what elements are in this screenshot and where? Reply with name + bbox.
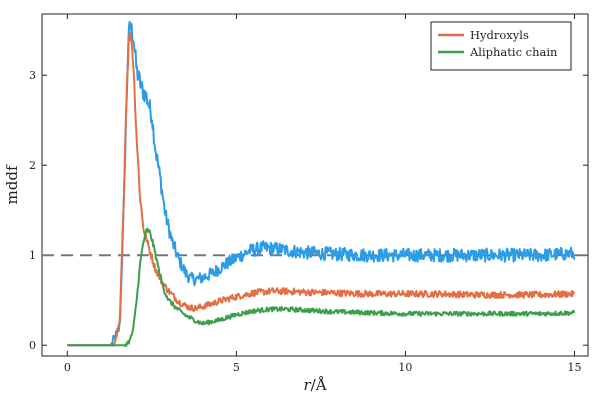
legend-label: Aliphatic chain: [469, 45, 558, 59]
legend-box: [430, 21, 572, 71]
y-tick-label: 3: [29, 69, 36, 82]
y-axis-label: mddf: [3, 164, 21, 204]
x-tick-label: 0: [64, 361, 71, 374]
y-tick-label: 2: [29, 159, 36, 172]
series-line-0: [67, 20, 576, 347]
x-axis-label: r/Å: [303, 376, 326, 394]
y-tick-label: 0: [29, 339, 36, 352]
x-tick-label: 5: [233, 361, 240, 374]
axis-ticks: 0 5 10 15 0 1 2 3: [29, 14, 588, 374]
series-group: [67, 20, 576, 347]
x-tick-label: 10: [398, 361, 412, 374]
x-tick-label: 15: [567, 361, 581, 374]
series-line-2: [67, 227, 576, 347]
series-line-1: [67, 31, 576, 347]
legend: Hydroxyls Aliphatic chain: [430, 21, 572, 71]
y-tick-label: 1: [29, 249, 36, 262]
legend-label: Hydroxyls: [470, 28, 529, 42]
